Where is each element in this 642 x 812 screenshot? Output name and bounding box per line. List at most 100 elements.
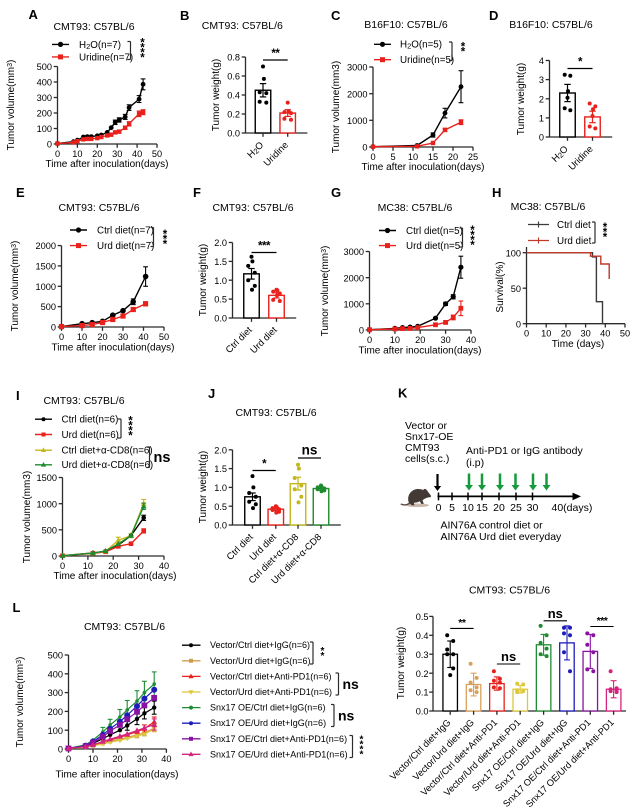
svg-text:Ctrl diet(n=7): Ctrl diet(n=7) xyxy=(97,225,154,236)
svg-text:0: 0 xyxy=(60,561,65,571)
svg-text:40: 40 xyxy=(138,332,148,342)
svg-text:2.0: 2.0 xyxy=(214,445,227,455)
svg-text:0.0: 0.0 xyxy=(214,314,227,324)
svg-text:10: 10 xyxy=(77,332,87,342)
svg-text:*: * xyxy=(470,235,475,247)
svg-text:Time after inoculation(days): Time after inoculation(days) xyxy=(51,343,174,354)
svg-text:100: 100 xyxy=(48,726,63,736)
svg-text:500: 500 xyxy=(48,651,63,661)
svg-text:Tumor weight(g): Tumor weight(g) xyxy=(211,59,222,131)
svg-text:500: 500 xyxy=(37,62,52,72)
svg-text:L: L xyxy=(13,600,21,615)
svg-text:0.5: 0.5 xyxy=(214,502,227,512)
svg-text:F: F xyxy=(193,185,201,200)
svg-text:0.0: 0.0 xyxy=(416,707,429,717)
svg-text:40: 40 xyxy=(132,149,142,159)
svg-text:B16F10: C57BL/6: B16F10: C57BL/6 xyxy=(364,19,448,31)
svg-text:0.4: 0.4 xyxy=(416,631,429,641)
svg-text:*: * xyxy=(470,230,475,242)
svg-text:3: 3 xyxy=(539,75,544,85)
svg-text:0.2: 0.2 xyxy=(416,669,429,679)
svg-text:Vector/Urd diet+IgG(n=6): Vector/Urd diet+IgG(n=6) xyxy=(210,656,311,666)
svg-text:30: 30 xyxy=(133,561,143,571)
svg-text:Urd diet+α-CD8(n=6): Urd diet+α-CD8(n=6) xyxy=(62,460,154,471)
svg-text:Survival(%): Survival(%) xyxy=(495,261,506,312)
svg-text:40: 40 xyxy=(466,335,476,345)
svg-text:ns: ns xyxy=(548,606,563,621)
svg-text:40(days): 40(days) xyxy=(552,502,593,514)
svg-text:CMT93: C57BL/6: CMT93: C57BL/6 xyxy=(43,395,124,407)
svg-text:0: 0 xyxy=(524,329,529,339)
svg-text:0.3: 0.3 xyxy=(416,650,429,660)
svg-text:20: 20 xyxy=(415,335,425,345)
svg-text:*: * xyxy=(461,42,466,54)
svg-text:Snx17-OE: Snx17-OE xyxy=(405,431,453,443)
svg-text:2000: 2000 xyxy=(36,241,56,251)
svg-text:K: K xyxy=(398,386,408,401)
svg-text:CMT93: C57BL/6: CMT93: C57BL/6 xyxy=(469,585,550,597)
svg-text:***: *** xyxy=(597,615,609,627)
svg-text:*: * xyxy=(360,735,364,746)
svg-text:0.2: 0.2 xyxy=(227,110,240,120)
svg-text:J: J xyxy=(208,386,215,401)
svg-text:40: 40 xyxy=(159,561,169,571)
svg-text:400: 400 xyxy=(48,669,63,679)
svg-text:0: 0 xyxy=(59,332,64,342)
svg-text:0.8: 0.8 xyxy=(227,53,240,63)
svg-text:*: * xyxy=(461,47,466,59)
svg-text:1000: 1000 xyxy=(344,299,364,309)
svg-text:*: * xyxy=(128,431,133,443)
svg-text:1000: 1000 xyxy=(347,116,367,126)
svg-text:ns: ns xyxy=(338,708,355,724)
svg-text:Uridine(n=5): Uridine(n=5) xyxy=(400,55,454,66)
svg-text:Ctrl diet(n=5): Ctrl diet(n=5) xyxy=(406,226,463,237)
svg-text:0: 0 xyxy=(58,745,63,755)
svg-text:30: 30 xyxy=(112,149,122,159)
svg-text:Ctrl diet(n=6): Ctrl diet(n=6) xyxy=(62,415,119,426)
svg-text:AIN76A control diet or: AIN76A control diet or xyxy=(441,520,544,532)
svg-text:Ctrl diet: Ctrl diet xyxy=(557,220,591,231)
svg-text:0: 0 xyxy=(436,502,442,514)
svg-text:15: 15 xyxy=(476,502,488,514)
svg-text:Time (days): Time (days) xyxy=(552,339,604,350)
svg-text:Tumor volume(mm3): Tumor volume(mm3) xyxy=(320,246,331,337)
svg-text:Ctrl diet+α-CD8(n=6): Ctrl diet+α-CD8(n=6) xyxy=(62,446,153,457)
svg-text:10: 10 xyxy=(88,754,98,764)
svg-text:Tumor volume(mm3): Tumor volume(mm3) xyxy=(15,657,26,748)
svg-text:Vector/Ctrl diet+IgG(n=6): Vector/Ctrl diet+IgG(n=6) xyxy=(210,640,310,650)
svg-text:10: 10 xyxy=(72,149,82,159)
svg-text:500: 500 xyxy=(42,525,57,535)
svg-text:4: 4 xyxy=(539,56,544,66)
svg-text:2000: 2000 xyxy=(347,89,367,99)
svg-text:E: E xyxy=(16,185,25,200)
svg-text:*: * xyxy=(321,646,325,657)
svg-text:20: 20 xyxy=(561,329,571,339)
svg-text:40: 40 xyxy=(161,754,171,764)
svg-text:2000: 2000 xyxy=(344,273,364,283)
svg-text:*: * xyxy=(140,53,145,65)
svg-text:0.1: 0.1 xyxy=(416,688,429,698)
svg-text:Time after inoculation(days): Time after inoculation(days) xyxy=(361,162,484,173)
svg-text:Urd diet(n=5): Urd diet(n=5) xyxy=(406,241,463,252)
svg-text:**: ** xyxy=(271,48,280,60)
svg-text:CMT93: C57BL/6: CMT93: C57BL/6 xyxy=(58,202,139,214)
svg-text:0.5: 0.5 xyxy=(416,612,429,622)
svg-text:25: 25 xyxy=(468,152,478,162)
svg-text:Vector or: Vector or xyxy=(405,420,448,432)
svg-text:10: 10 xyxy=(462,502,474,514)
svg-text:*: * xyxy=(140,48,145,60)
svg-text:Time after inoculation(days): Time after inoculation(days) xyxy=(55,770,178,781)
svg-text:*: * xyxy=(603,232,608,244)
svg-text:0.4: 0.4 xyxy=(227,91,240,101)
svg-text:CMT93: C57BL/6: CMT93: C57BL/6 xyxy=(84,621,165,633)
svg-text:Tumor weight(g): Tumor weight(g) xyxy=(516,63,527,135)
svg-text:Vector/Urd diet+Anti-PD1(n=6): Vector/Urd diet+Anti-PD1(n=6) xyxy=(210,687,332,697)
svg-text:25: 25 xyxy=(510,502,522,514)
svg-text:1500: 1500 xyxy=(37,473,57,483)
svg-text:5: 5 xyxy=(390,152,395,162)
svg-text:Snx17 OE/Urd diet+IgG(n=6): Snx17 OE/Urd diet+IgG(n=6) xyxy=(210,718,326,728)
svg-text:10: 10 xyxy=(390,335,400,345)
svg-text:300: 300 xyxy=(37,93,52,103)
svg-text:*: * xyxy=(128,421,133,433)
svg-text:Anti-PD1 or IgG antibody: Anti-PD1 or IgG antibody xyxy=(466,445,583,457)
